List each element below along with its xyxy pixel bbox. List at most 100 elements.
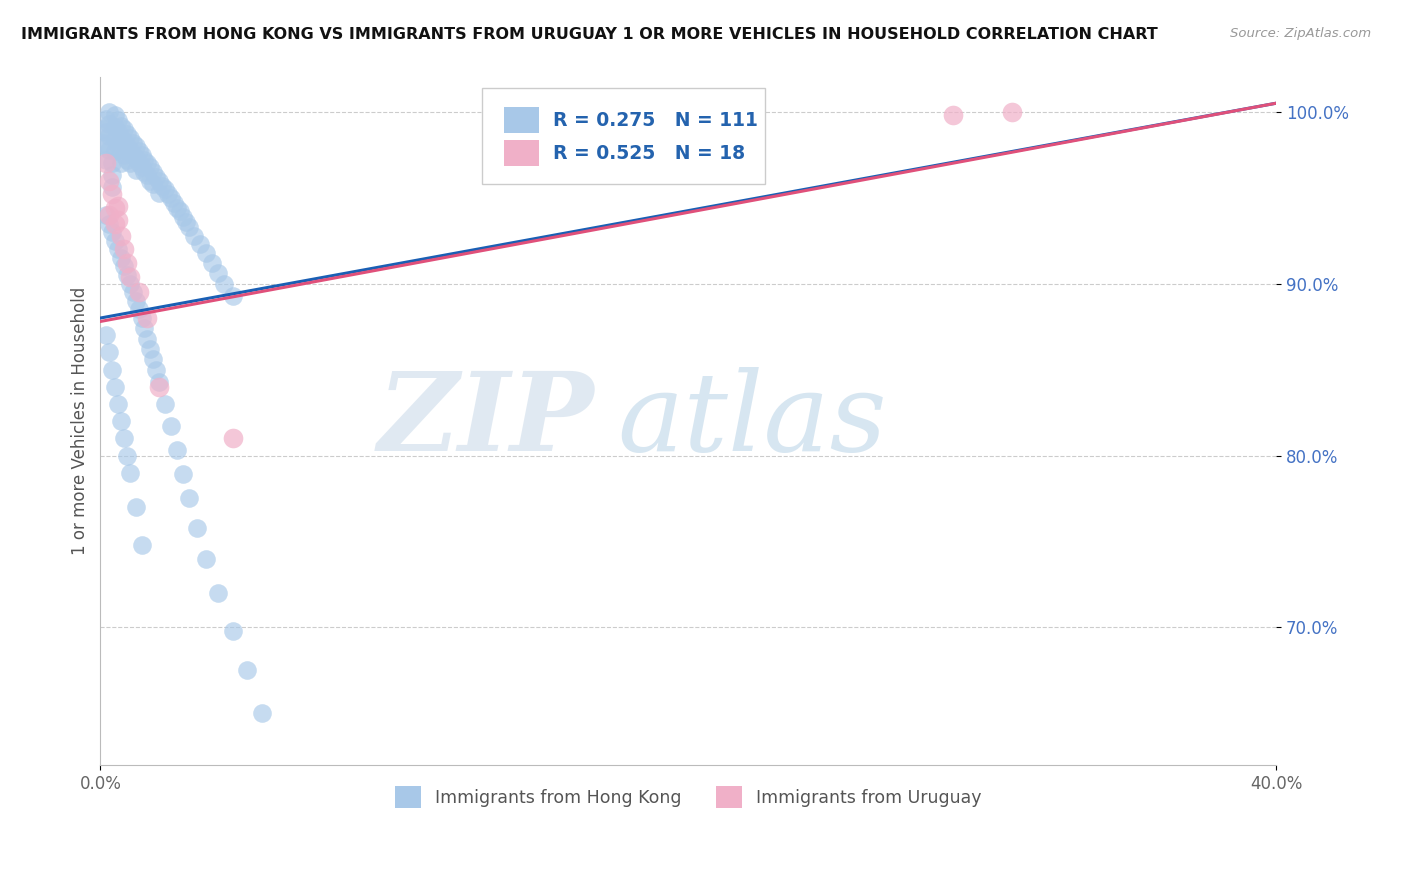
Point [124,151,146,165]
Point [107,242,129,256]
Point [118,269,141,284]
Point [112,122,135,136]
Point [169,204,191,219]
Point [115,268,138,282]
Point [98,117,121,131]
Point [153,397,176,411]
Point [221,288,243,302]
Point [112,431,135,445]
Point [186,521,208,535]
Point [131,148,153,162]
Point [96,156,118,170]
Point [101,362,124,376]
Point [128,156,150,170]
Point [195,551,218,566]
Point [101,187,124,202]
Point [142,177,165,191]
Point [207,586,229,600]
Point [177,219,200,234]
FancyBboxPatch shape [503,107,538,133]
Point [148,173,170,187]
Text: ZIP: ZIP [378,368,595,475]
Point [98,104,121,119]
Point [148,380,170,394]
Point [110,119,132,133]
Point [96,139,118,153]
Point [139,342,162,356]
Point [128,285,150,300]
Point [124,139,146,153]
Point [112,148,135,162]
Point [212,277,235,291]
Text: R = 0.275   N = 111: R = 0.275 N = 111 [553,111,758,129]
Point [107,199,129,213]
Point [104,120,127,135]
Point [110,130,132,145]
Text: IMMIGRANTS FROM HONG KONG VS IMMIGRANTS FROM URUGUAY 1 OR MORE VEHICLES IN HOUSE: IMMIGRANTS FROM HONG KONG VS IMMIGRANTS … [21,27,1157,42]
Point [195,245,218,260]
Point [942,108,965,122]
Point [134,165,156,179]
Point [156,187,179,202]
Point [98,217,121,231]
Point [96,153,118,167]
Point [118,156,141,170]
Point [104,380,127,394]
Point [104,108,127,122]
Point [150,178,173,193]
Point [104,201,127,215]
Point [128,145,150,159]
Point [201,256,224,270]
Point [207,266,229,280]
Point [96,112,118,126]
Point [104,132,127,146]
Point [91,122,114,136]
Point [98,208,121,222]
Point [174,215,197,229]
Point [153,182,176,196]
Point [98,345,121,359]
Point [172,467,194,482]
Point [145,362,167,376]
Point [124,500,146,514]
Point [110,156,132,170]
Point [107,397,129,411]
FancyBboxPatch shape [482,87,765,184]
Point [115,139,138,153]
Point [136,311,159,326]
Text: Source: ZipAtlas.com: Source: ZipAtlas.com [1230,27,1371,40]
Point [96,208,118,222]
Point [98,143,121,157]
Point [160,191,183,205]
Point [124,293,146,308]
Point [142,165,165,179]
Legend: Immigrants from Hong Kong, Immigrants from Uruguay: Immigrants from Hong Kong, Immigrants fr… [388,780,988,814]
Point [163,195,186,210]
Point [1000,104,1022,119]
Point [121,285,143,300]
Point [110,228,132,243]
Point [250,706,273,721]
Point [96,125,118,139]
Point [104,217,127,231]
Point [221,431,243,445]
Point [131,538,153,552]
Point [112,260,135,274]
Point [107,213,129,227]
Point [148,186,170,200]
Point [166,201,188,215]
Point [188,237,211,252]
Point [118,466,141,480]
Text: atlas: atlas [617,368,887,475]
Point [110,143,132,157]
Point [139,173,162,187]
Point [121,148,143,162]
Point [172,210,194,224]
Point [110,251,132,265]
Point [183,228,205,243]
Point [128,302,150,317]
Point [96,328,118,343]
Point [91,136,114,150]
Point [131,160,153,174]
Text: R = 0.525   N = 18: R = 0.525 N = 18 [553,144,745,162]
